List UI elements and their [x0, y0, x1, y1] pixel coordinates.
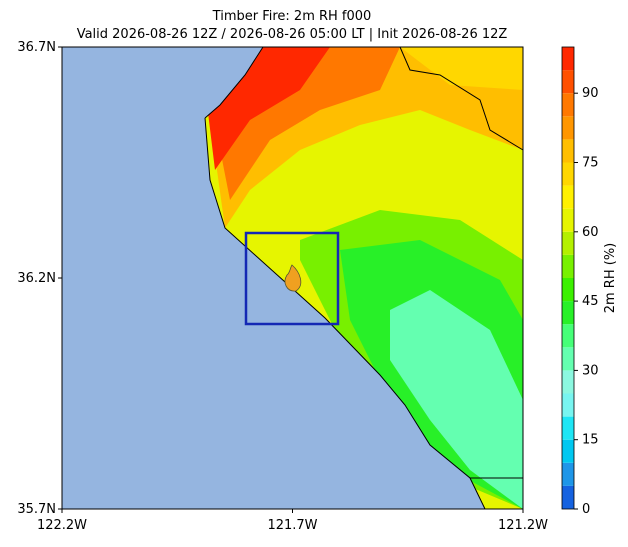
colorbar-band [562, 254, 574, 278]
fire-area-box [244, 231, 340, 326]
map [61, 46, 524, 510]
y-tick-label: 36.7N [17, 40, 56, 55]
colorbar-frame [561, 46, 575, 510]
colorbar-band [562, 370, 574, 394]
colorbar-band [562, 231, 574, 255]
colorbar-tick-label: 60 [582, 225, 599, 240]
colorbar-band [562, 485, 574, 509]
colorbar-band [562, 208, 574, 232]
colorbar-band [562, 162, 574, 186]
colorbar-tick-label: 90 [582, 86, 599, 101]
colorbar-tick-label: 0 [582, 502, 590, 517]
colorbar-band [562, 416, 574, 440]
colorbar-label: 2m RH (%) [603, 243, 618, 314]
colorbar-band [562, 301, 574, 325]
fire-icon [284, 264, 302, 292]
rh-field [205, 47, 523, 509]
x-tick-label: 122.2W [37, 518, 87, 533]
colorbar-band [562, 93, 574, 117]
colorbar-band [562, 462, 574, 486]
title: Timber Fire: 2m RH f000 [212, 9, 372, 24]
colorbar-tick-label: 45 [582, 294, 599, 309]
x-tick-label: 121.2W [498, 518, 548, 533]
y-tick-label: 35.7N [17, 502, 56, 517]
colorbar-band [562, 278, 574, 302]
colorbar-band [562, 116, 574, 140]
colorbar-tick-label: 30 [582, 363, 599, 378]
colorbar-band [562, 70, 574, 94]
colorbar-band [562, 139, 574, 163]
x-tick-label: 121.7W [267, 518, 317, 533]
y-tick-label: 36.2N [17, 271, 56, 286]
colorbar-tick-label: 15 [582, 433, 599, 448]
colorbar-tick-label: 75 [582, 156, 599, 171]
colorbar-band [562, 393, 574, 417]
colorbar-band [562, 439, 574, 463]
colorbar-band [562, 347, 574, 371]
subtitle: Valid 2026-08-26 12Z / 2026-08-26 05:00 … [77, 27, 508, 42]
colorbar-band [562, 185, 574, 209]
colorbar-band [562, 324, 574, 348]
colorbar-band [562, 47, 574, 71]
